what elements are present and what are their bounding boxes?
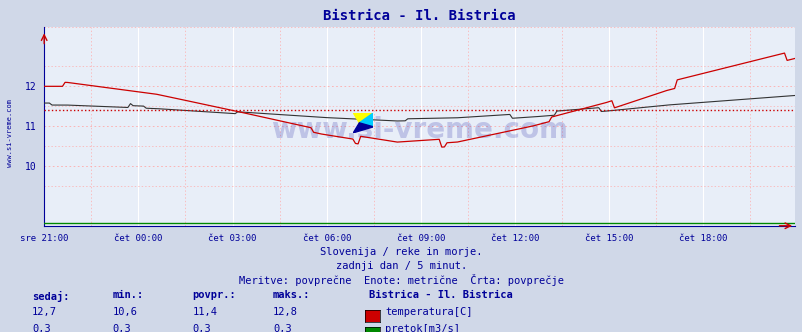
Text: pretok[m3/s]: pretok[m3/s] — [385, 324, 460, 332]
Polygon shape — [359, 113, 373, 127]
Text: čet 00:00: čet 00:00 — [114, 234, 162, 243]
Text: 0,3: 0,3 — [273, 324, 291, 332]
Text: čet 03:00: čet 03:00 — [208, 234, 257, 243]
Polygon shape — [353, 123, 373, 133]
Text: Slovenija / reke in morje.: Slovenija / reke in morje. — [320, 247, 482, 257]
Text: 0,3: 0,3 — [192, 324, 211, 332]
Text: 0,3: 0,3 — [112, 324, 131, 332]
Text: čet 09:00: čet 09:00 — [396, 234, 444, 243]
Text: čet 15:00: čet 15:00 — [585, 234, 633, 243]
Text: Meritve: povprečne  Enote: metrične  Črta: povprečje: Meritve: povprečne Enote: metrične Črta:… — [239, 274, 563, 286]
Text: 11,4: 11,4 — [192, 307, 217, 317]
Text: sedaj:: sedaj: — [32, 290, 70, 301]
Text: min.:: min.: — [112, 290, 144, 300]
Text: 10,6: 10,6 — [112, 307, 137, 317]
Polygon shape — [353, 113, 373, 123]
Text: čet 18:00: čet 18:00 — [678, 234, 727, 243]
Text: maks.:: maks.: — [273, 290, 310, 300]
Text: www.si-vreme.com: www.si-vreme.com — [271, 116, 567, 144]
Text: 12,8: 12,8 — [273, 307, 298, 317]
Text: čet 12:00: čet 12:00 — [490, 234, 539, 243]
Title: Bistrica - Il. Bistrica: Bistrica - Il. Bistrica — [323, 9, 515, 23]
Text: 12,7: 12,7 — [32, 307, 57, 317]
Text: čet 06:00: čet 06:00 — [302, 234, 350, 243]
Text: povpr.:: povpr.: — [192, 290, 236, 300]
Text: Bistrica - Il. Bistrica: Bistrica - Il. Bistrica — [369, 290, 512, 300]
Text: zadnji dan / 5 minut.: zadnji dan / 5 minut. — [335, 261, 467, 271]
Text: 0,3: 0,3 — [32, 324, 51, 332]
Text: temperatura[C]: temperatura[C] — [385, 307, 472, 317]
Text: sre 21:00: sre 21:00 — [20, 234, 68, 243]
Text: www.si-vreme.com: www.si-vreme.com — [6, 99, 13, 167]
